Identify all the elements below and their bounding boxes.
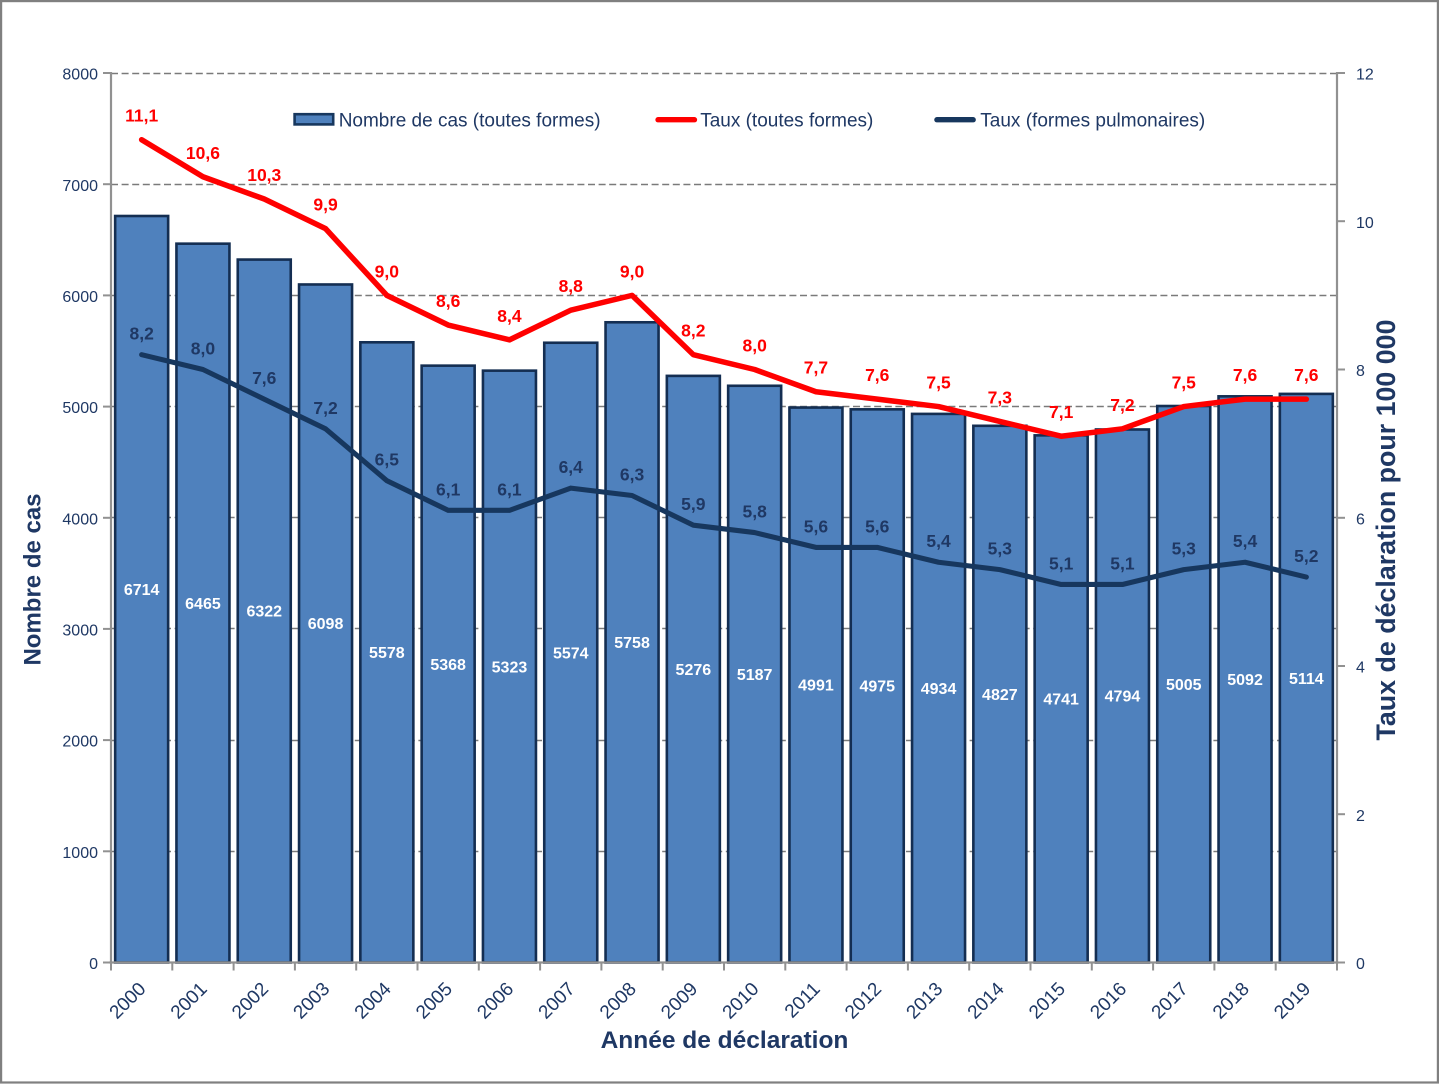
svg-text:8,0: 8,0: [742, 336, 767, 356]
svg-text:7,6: 7,6: [865, 365, 890, 385]
svg-text:5368: 5368: [430, 657, 466, 674]
svg-text:5,1: 5,1: [1110, 554, 1135, 574]
svg-text:7,2: 7,2: [1110, 395, 1135, 415]
svg-text:5005: 5005: [1166, 677, 1202, 694]
svg-text:5,1: 5,1: [1049, 554, 1074, 574]
svg-text:4975: 4975: [859, 679, 895, 696]
svg-text:Nombre de cas: Nombre de cas: [20, 493, 47, 665]
svg-text:7,3: 7,3: [988, 387, 1013, 407]
svg-text:7,6: 7,6: [252, 368, 277, 388]
svg-text:8000: 8000: [62, 67, 98, 84]
svg-text:5,2: 5,2: [1294, 546, 1319, 566]
svg-text:6000: 6000: [62, 289, 98, 306]
svg-text:8: 8: [1356, 363, 1365, 380]
svg-text:1000: 1000: [62, 845, 98, 862]
svg-text:4000: 4000: [62, 511, 98, 528]
svg-text:9,0: 9,0: [375, 261, 400, 281]
svg-text:4934: 4934: [921, 681, 957, 698]
svg-text:6,1: 6,1: [436, 479, 461, 499]
svg-text:6322: 6322: [246, 604, 282, 621]
svg-text:5758: 5758: [614, 635, 650, 652]
svg-text:4827: 4827: [982, 687, 1018, 704]
svg-text:4991: 4991: [798, 678, 834, 695]
svg-text:6098: 6098: [308, 616, 344, 633]
svg-text:4741: 4741: [1043, 692, 1079, 709]
svg-text:7,7: 7,7: [804, 358, 828, 378]
svg-text:11,1: 11,1: [125, 106, 158, 126]
svg-text:0: 0: [89, 956, 98, 973]
svg-text:0: 0: [1356, 956, 1365, 973]
svg-text:5,6: 5,6: [804, 516, 829, 536]
svg-text:8,6: 8,6: [436, 291, 461, 311]
svg-text:5,4: 5,4: [1233, 531, 1258, 551]
svg-text:Taux (toutes formes): Taux (toutes formes): [700, 111, 873, 132]
svg-text:5578: 5578: [369, 645, 405, 662]
svg-text:7,6: 7,6: [1233, 365, 1258, 385]
svg-text:7,1: 7,1: [1049, 402, 1074, 422]
svg-text:7000: 7000: [62, 178, 98, 195]
svg-text:6,4: 6,4: [559, 457, 584, 477]
svg-text:7,5: 7,5: [926, 373, 951, 393]
svg-text:5,6: 5,6: [865, 516, 890, 536]
svg-text:4: 4: [1356, 660, 1365, 677]
svg-text:5000: 5000: [62, 400, 98, 417]
svg-text:9,9: 9,9: [313, 195, 338, 215]
svg-text:8,2: 8,2: [681, 321, 706, 341]
svg-text:Nombre de cas (toutes formes): Nombre de cas (toutes formes): [339, 111, 601, 132]
svg-text:5114: 5114: [1289, 671, 1324, 688]
svg-text:7,2: 7,2: [313, 398, 338, 418]
svg-text:5,3: 5,3: [1172, 539, 1197, 559]
svg-text:6,3: 6,3: [620, 465, 645, 485]
svg-text:5092: 5092: [1227, 672, 1263, 689]
svg-text:5187: 5187: [737, 667, 773, 684]
svg-text:8,8: 8,8: [559, 276, 584, 296]
svg-text:5276: 5276: [676, 662, 712, 679]
svg-text:3000: 3000: [62, 623, 98, 640]
svg-text:7,5: 7,5: [1172, 373, 1197, 393]
svg-text:6465: 6465: [185, 596, 221, 613]
svg-text:9,0: 9,0: [620, 261, 645, 281]
svg-text:10: 10: [1356, 215, 1374, 232]
svg-text:Taux (formes pulmonaires): Taux (formes pulmonaires): [980, 111, 1205, 132]
svg-text:8,2: 8,2: [129, 324, 154, 344]
svg-text:7,6: 7,6: [1294, 365, 1319, 385]
svg-text:12: 12: [1356, 67, 1374, 84]
svg-text:2000: 2000: [62, 734, 98, 751]
svg-text:4794: 4794: [1105, 689, 1141, 706]
svg-text:6: 6: [1356, 511, 1365, 528]
svg-text:10,3: 10,3: [247, 165, 281, 185]
svg-text:5,3: 5,3: [988, 539, 1013, 559]
svg-text:5574: 5574: [553, 645, 589, 662]
svg-text:5,8: 5,8: [742, 502, 767, 522]
svg-text:5,4: 5,4: [926, 531, 951, 551]
svg-text:Taux de déclaration pour 100 0: Taux de déclaration pour 100 000: [1371, 320, 1401, 741]
svg-text:10,6: 10,6: [186, 143, 220, 163]
svg-text:5323: 5323: [492, 659, 528, 676]
svg-text:2: 2: [1356, 808, 1365, 825]
svg-text:5,9: 5,9: [681, 494, 706, 514]
svg-text:6,5: 6,5: [375, 450, 400, 470]
svg-text:8,0: 8,0: [191, 339, 216, 359]
svg-text:6714: 6714: [124, 582, 160, 599]
svg-text:Année de déclaration: Année de déclaration: [601, 1027, 849, 1054]
svg-text:8,4: 8,4: [497, 306, 522, 326]
svg-text:6,1: 6,1: [497, 479, 522, 499]
